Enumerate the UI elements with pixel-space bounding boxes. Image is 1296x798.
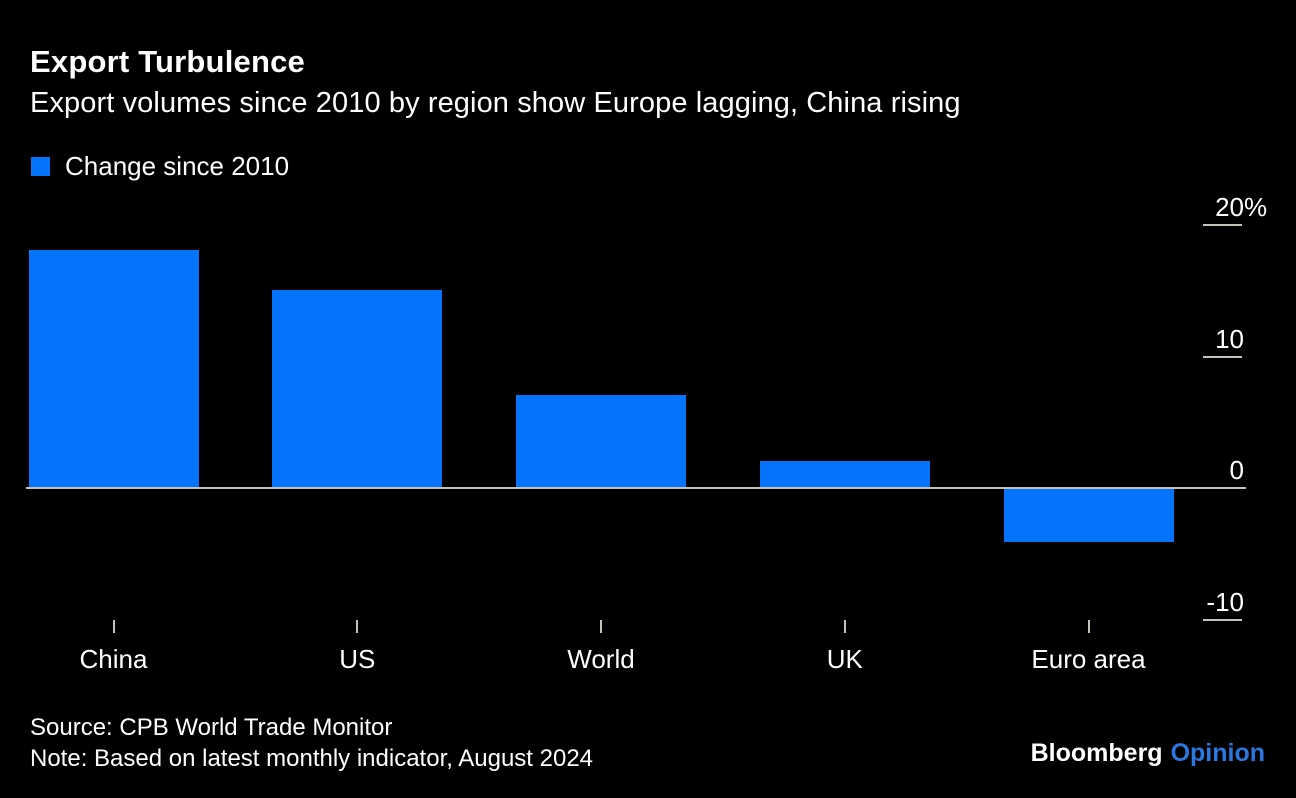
percent-suffix: % xyxy=(1244,192,1268,222)
y-tick-value: 20 xyxy=(1215,192,1244,222)
x-tick-mark xyxy=(1087,620,1090,633)
y-tick-line xyxy=(1203,224,1242,226)
legend-label: Change since 2010 xyxy=(65,151,290,181)
x-category-label: World xyxy=(567,644,635,674)
x-category-label: UK xyxy=(826,644,863,674)
source-note: Source: CPB World Trade Monitor Note: Ba… xyxy=(30,712,593,774)
x-category-label: China xyxy=(79,644,148,674)
x-tick-mark xyxy=(356,620,359,633)
bloomberg-opinion-logo: Bloomberg Opinion xyxy=(1031,738,1265,768)
legend: Change since 2010 xyxy=(31,151,289,182)
x-tick-mark xyxy=(843,620,846,633)
y-tick-line xyxy=(1203,618,1242,621)
y-tick-line xyxy=(1203,355,1242,358)
bar-euro-area xyxy=(1003,489,1174,542)
y-tick-label: 20% xyxy=(1215,192,1267,222)
y-tick-label: 0 xyxy=(1230,455,1244,485)
page-title: Export Turbulence xyxy=(30,44,305,79)
bar-uk xyxy=(759,460,930,487)
bar-world xyxy=(516,394,686,487)
y-tick-value: 10 xyxy=(1215,323,1244,354)
page-subtitle: Export volumes since 2010 by region show… xyxy=(30,87,961,119)
y-tick-value: -10 xyxy=(1206,586,1244,617)
y-tick-label: 10 xyxy=(1215,324,1244,354)
bar-china xyxy=(28,250,199,487)
brand-name: Bloomberg xyxy=(1030,739,1163,767)
x-tick-mark xyxy=(600,620,602,633)
note-line: Note: Based on latest monthly indicator,… xyxy=(30,745,594,772)
y-tick-label: -10 xyxy=(1206,587,1244,617)
source-line: Source: CPB World Trade Monitor xyxy=(30,714,393,741)
bar-us xyxy=(272,289,443,487)
x-category-label: Euro area xyxy=(1031,644,1146,674)
y-tick-value: 0 xyxy=(1229,455,1244,485)
legend-swatch-icon xyxy=(31,157,50,176)
zero-axis-line xyxy=(26,487,1246,489)
x-tick-mark xyxy=(112,620,115,633)
brand-suffix: Opinion xyxy=(1170,739,1265,767)
x-category-label: US xyxy=(339,644,376,674)
